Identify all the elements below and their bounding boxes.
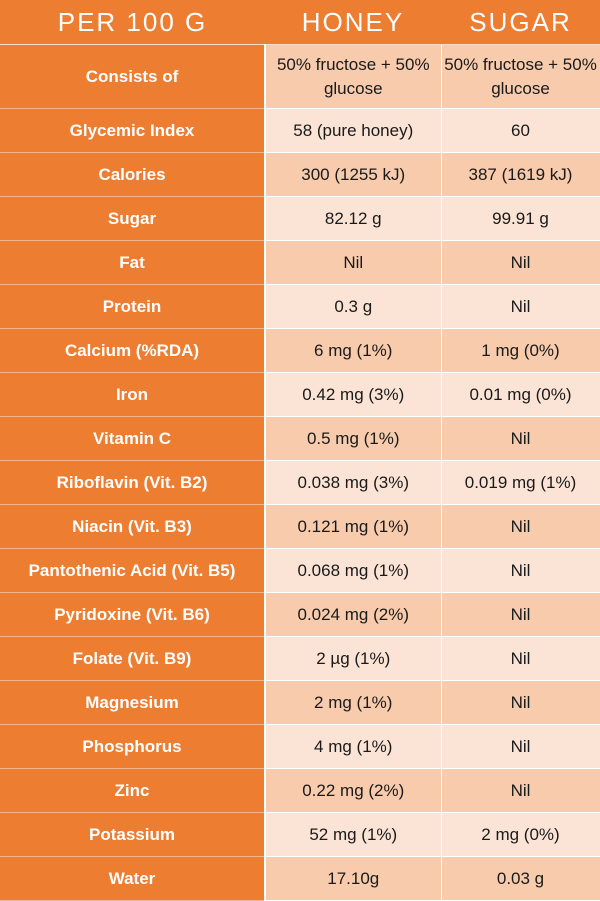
sugar-value: 1 mg (0%)	[440, 328, 600, 373]
sugar-value: Nil	[440, 548, 600, 593]
honey-value: 82.12 g	[265, 196, 442, 241]
sugar-value: Nil	[440, 416, 600, 461]
row-label: Pyridoxine (Vit. B6)	[0, 592, 266, 637]
honey-value: Nil	[265, 240, 442, 285]
table-row: Iron 0.42 mg (3%) 0.01 mg (0%)	[0, 372, 600, 417]
table-row: Sugar 82.12 g 99.91 g	[0, 196, 600, 241]
table-row: Riboflavin (Vit. B2) 0.038 mg (3%) 0.019…	[0, 460, 600, 505]
honey-value: 2 mg (1%)	[265, 680, 442, 725]
table-row: Potassium 52 mg (1%) 2 mg (0%)	[0, 812, 600, 857]
table-row: Zinc 0.22 mg (2%) Nil	[0, 768, 600, 813]
row-label: Consists of	[0, 44, 266, 109]
honey-value: 0.22 mg (2%)	[265, 768, 442, 813]
row-label: Iron	[0, 372, 266, 417]
header-row: PER 100 G HONEY SUGAR	[0, 0, 600, 45]
honey-value: 0.038 mg (3%)	[265, 460, 442, 505]
row-label: Vitamin C	[0, 416, 266, 461]
row-label: Calories	[0, 152, 266, 197]
sugar-value: Nil	[440, 724, 600, 769]
honey-value: 52 mg (1%)	[265, 812, 442, 857]
table-row: Pyridoxine (Vit. B6) 0.024 mg (2%) Nil	[0, 592, 600, 637]
honey-value: 0.121 mg (1%)	[265, 504, 442, 549]
row-label: Calcium (%RDA)	[0, 328, 266, 373]
header-honey: HONEY	[265, 0, 441, 45]
sugar-value: Nil	[440, 240, 600, 285]
row-label: Niacin (Vit. B3)	[0, 504, 266, 549]
table-row: Niacin (Vit. B3) 0.121 mg (1%) Nil	[0, 504, 600, 549]
honey-value: 0.42 mg (3%)	[265, 372, 442, 417]
sugar-value: 99.91 g	[440, 196, 600, 241]
row-label: Phosphorus	[0, 724, 266, 769]
row-label: Zinc	[0, 768, 266, 813]
table-row: Pantothenic Acid (Vit. B5) 0.068 mg (1%)…	[0, 548, 600, 593]
honey-value: 58 (pure honey)	[265, 108, 442, 153]
table-row: Calories 300 (1255 kJ) 387 (1619 kJ)	[0, 152, 600, 197]
row-label: Riboflavin (Vit. B2)	[0, 460, 266, 505]
honey-value: 0.5 mg (1%)	[265, 416, 442, 461]
sugar-value: Nil	[440, 636, 600, 681]
row-label: Potassium	[0, 812, 266, 857]
table-row: Fat Nil Nil	[0, 240, 600, 285]
row-label: Water	[0, 856, 266, 901]
sugar-value: 387 (1619 kJ)	[440, 152, 600, 197]
sugar-value: Nil	[440, 504, 600, 549]
sugar-value: 0.01 mg (0%)	[440, 372, 600, 417]
honey-value: 0.3 g	[265, 284, 442, 329]
table-row: Folate (Vit. B9) 2 µg (1%) Nil	[0, 636, 600, 681]
sugar-value: Nil	[440, 592, 600, 637]
sugar-value: Nil	[440, 680, 600, 725]
row-label: Protein	[0, 284, 266, 329]
honey-value: 2 µg (1%)	[265, 636, 442, 681]
row-label: Folate (Vit. B9)	[0, 636, 266, 681]
row-label: Pantothenic Acid (Vit. B5)	[0, 548, 266, 593]
sugar-value: 2 mg (0%)	[440, 812, 600, 857]
table-row: Calcium (%RDA) 6 mg (1%) 1 mg (0%)	[0, 328, 600, 373]
sugar-value: Nil	[440, 768, 600, 813]
row-label: Sugar	[0, 196, 266, 241]
honey-value: 50% fructose + 50% glucose	[265, 44, 442, 109]
honey-value: 300 (1255 kJ)	[265, 152, 442, 197]
honey-value: 6 mg (1%)	[265, 328, 442, 373]
sugar-value: Nil	[440, 284, 600, 329]
row-label: Fat	[0, 240, 266, 285]
header-per-100g: PER 100 G	[0, 0, 265, 45]
sugar-value: 60	[440, 108, 600, 153]
sugar-value: 0.019 mg (1%)	[440, 460, 600, 505]
honey-value: 4 mg (1%)	[265, 724, 442, 769]
header-sugar: SUGAR	[441, 0, 600, 45]
table-row: Glycemic Index 58 (pure honey) 60	[0, 108, 600, 153]
row-label: Magnesium	[0, 680, 266, 725]
sugar-value: 50% fructose + 50% glucose	[440, 44, 600, 109]
honey-value: 0.068 mg (1%)	[265, 548, 442, 593]
honey-value: 0.024 mg (2%)	[265, 592, 442, 637]
table-row: Phosphorus 4 mg (1%) Nil	[0, 724, 600, 769]
table-row: Vitamin C 0.5 mg (1%) Nil	[0, 416, 600, 461]
table-row: Consists of 50% fructose + 50% glucose 5…	[0, 44, 600, 109]
row-label: Glycemic Index	[0, 108, 266, 153]
table-row: Magnesium 2 mg (1%) Nil	[0, 680, 600, 725]
table-row: Protein 0.3 g Nil	[0, 284, 600, 329]
